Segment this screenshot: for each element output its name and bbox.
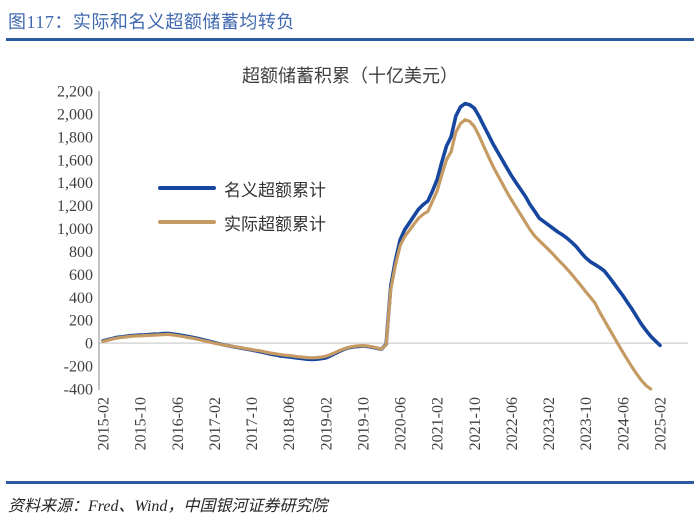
y-tick-label: 1,200 bbox=[57, 198, 93, 215]
y-tick-label: 200 bbox=[69, 313, 93, 330]
y-tick-label: -400 bbox=[64, 382, 93, 399]
x-tick-label: 2021-10 bbox=[467, 397, 484, 450]
y-tick-label: 1,800 bbox=[57, 129, 93, 146]
y-tick-label: 1,600 bbox=[57, 152, 93, 169]
x-tick-label: 2023-02 bbox=[541, 397, 558, 450]
figure-title: 图117：实际和名义超额储蓄均转负 bbox=[8, 12, 295, 32]
y-tick-label: 2,200 bbox=[57, 84, 93, 101]
real-series-line bbox=[101, 118, 653, 391]
legend-item-nominal: 名义超额累计 bbox=[158, 176, 326, 200]
x-tick-label: 2023-10 bbox=[578, 397, 595, 450]
header-underline bbox=[6, 38, 694, 41]
footer-rule bbox=[6, 481, 694, 484]
y-tick-label: 400 bbox=[69, 290, 93, 307]
legend-item-real: 实际超额累计 bbox=[158, 210, 326, 234]
x-tick-label: 2015-02 bbox=[96, 397, 113, 450]
y-tick-label: 1,400 bbox=[57, 175, 93, 192]
source-text: 资料来源：Fred、Wind，中国银河证券研究院 bbox=[8, 498, 328, 515]
legend-label-real: 实际超额累计 bbox=[224, 214, 326, 234]
x-tick-label: 2019-10 bbox=[355, 397, 372, 450]
x-tick-label: 2017-02 bbox=[207, 397, 224, 450]
x-tick-label: 2019-02 bbox=[318, 397, 335, 450]
x-tick-label: 2016-06 bbox=[170, 397, 187, 450]
x-tick-label: 2024-06 bbox=[615, 397, 632, 450]
x-tick-label: 2017-10 bbox=[244, 397, 261, 450]
x-tick-label: 2020-06 bbox=[393, 397, 410, 450]
y-tick-label: 600 bbox=[69, 267, 93, 284]
legend-label-nominal: 名义超额累计 bbox=[224, 180, 326, 200]
x-tick-label: 2021-02 bbox=[430, 397, 447, 450]
chart-legend: 名义超额累计 实际超额累计 bbox=[158, 176, 326, 244]
nominal-line-swatch bbox=[158, 186, 216, 190]
real-line-swatch bbox=[158, 220, 216, 224]
y-tick-label: 0 bbox=[85, 336, 93, 353]
y-tick-label: 2,000 bbox=[57, 106, 93, 123]
y-tick-label: 800 bbox=[69, 244, 93, 261]
x-tick-label: 2018-06 bbox=[281, 397, 298, 450]
x-tick-label: 2015-10 bbox=[133, 397, 150, 450]
y-tick-label: -200 bbox=[64, 359, 93, 376]
y-tick-label: 1,000 bbox=[57, 221, 93, 238]
excess-savings-line-chart: 2,200 2,000 1,800 1,600 1,400 1,200 1,000 800 60… bbox=[57, 84, 688, 450]
chart-title: 超额储蓄积累（十亿美元） bbox=[242, 66, 458, 86]
x-tick-label: 2022-06 bbox=[504, 397, 521, 450]
x-tick-label: 2025-02 bbox=[653, 397, 670, 450]
